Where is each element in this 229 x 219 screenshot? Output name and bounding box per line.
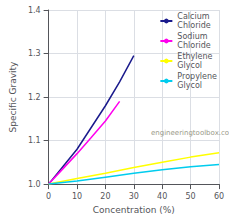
svg-text:Ethylene: Ethylene xyxy=(177,52,212,61)
svg-text:1.2: 1.2 xyxy=(28,93,41,102)
svg-text:Sodium: Sodium xyxy=(177,32,207,41)
svg-text:Glycol: Glycol xyxy=(177,61,202,70)
svg-text:Calcium: Calcium xyxy=(177,12,209,21)
svg-text:Glycol: Glycol xyxy=(177,81,202,90)
svg-text:1.3: 1.3 xyxy=(28,49,41,58)
svg-text:40: 40 xyxy=(157,192,167,201)
svg-text:Chloride: Chloride xyxy=(177,21,210,30)
svg-text:60: 60 xyxy=(214,192,224,201)
svg-text:0: 0 xyxy=(46,192,51,201)
svg-text:Specific Gravity: Specific Gravity xyxy=(8,61,18,132)
svg-text:30: 30 xyxy=(129,192,139,201)
svg-text:10: 10 xyxy=(72,192,82,201)
svg-text:Propylene: Propylene xyxy=(177,72,217,81)
svg-text:50: 50 xyxy=(186,192,196,201)
svg-text:1.0: 1.0 xyxy=(28,180,41,189)
svg-text:20: 20 xyxy=(100,192,110,201)
svg-text:Concentration (%): Concentration (%) xyxy=(93,205,175,215)
svg-text:1.4: 1.4 xyxy=(28,6,41,15)
svg-text:Chloride: Chloride xyxy=(177,41,210,50)
svg-text:1.1: 1.1 xyxy=(28,136,41,145)
svg-text:engineeringtoolbox.com: engineeringtoolbox.com xyxy=(151,129,229,137)
